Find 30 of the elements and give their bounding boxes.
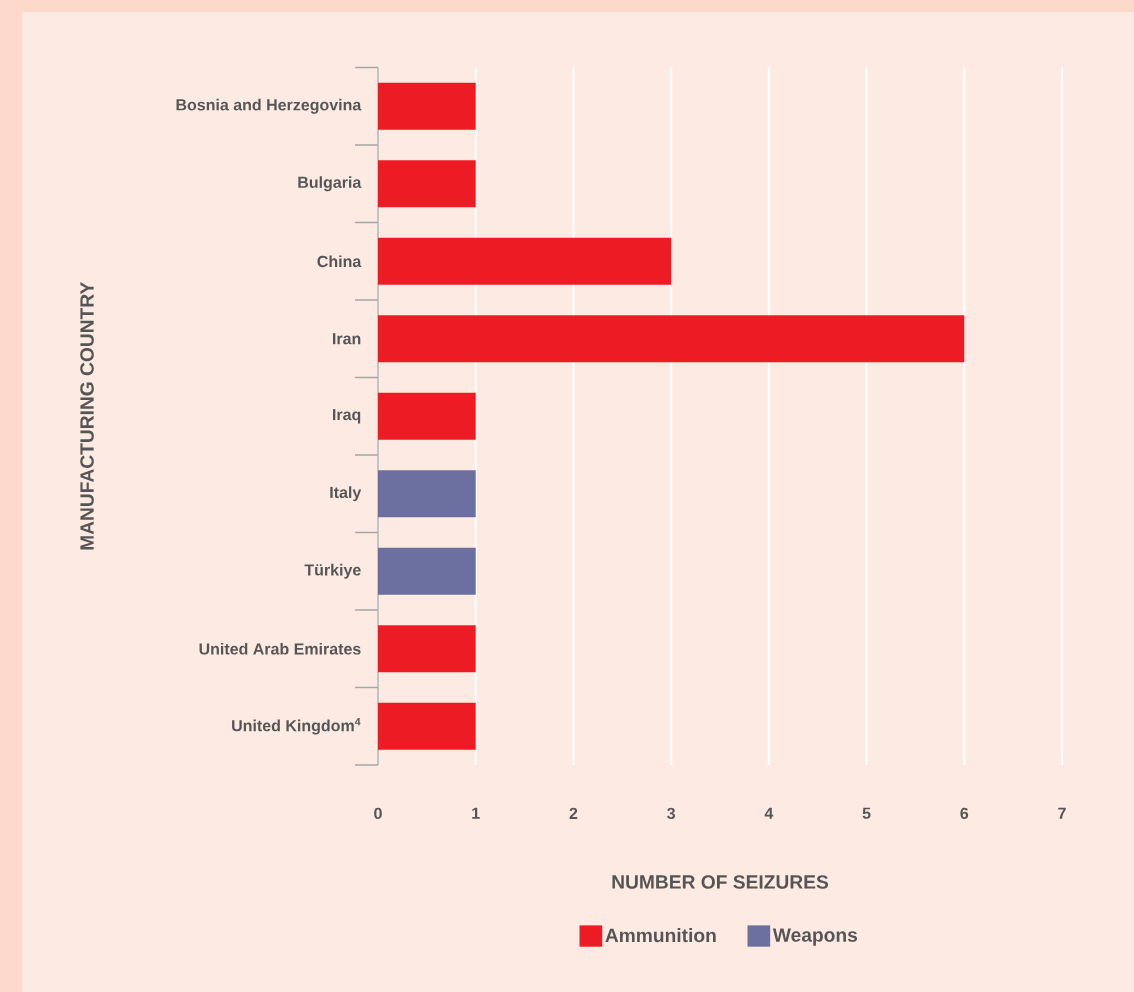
x-tick-label: 0: [374, 807, 382, 820]
x-tick-label: 5: [862, 807, 871, 819]
x-tick-label: 2: [569, 807, 578, 819]
y-tick-label: Bosnia and Herzegovina: [176, 98, 362, 114]
bar: [378, 315, 965, 363]
bar: [378, 702, 476, 750]
bar: [378, 237, 672, 285]
bar: [378, 470, 476, 518]
bar: [378, 82, 476, 130]
legend-label: Weapons: [772, 928, 858, 946]
y-tick-label: Bulgaria: [298, 176, 362, 192]
x-tick-label: 4: [764, 807, 774, 819]
y-tick-label: United Kingdom$^{4}$: [232, 717, 361, 735]
x-tick-label: 7: [1058, 807, 1066, 819]
y-axis-title: MANUFACTURING COUNTRY: [80, 282, 94, 550]
bar: [378, 392, 476, 440]
y-tick-label: Iraq: [333, 409, 361, 424]
y-tick-label: China: [317, 255, 362, 268]
x-tick-label: 3: [667, 807, 676, 820]
y-tick-label: United Arab Emirates: [199, 642, 361, 655]
x-tick-label: 1: [472, 807, 480, 819]
y-tick-label: Türkiye: [304, 563, 361, 579]
x-axis-title: NUMBER OF SEIZURES: [612, 875, 829, 889]
legend-label: Ammunition: [605, 928, 716, 943]
bar: [378, 160, 476, 208]
bar: [378, 547, 476, 595]
x-tick-label: 6: [960, 807, 969, 820]
bar: [378, 625, 476, 673]
y-tick-label: Italy: [330, 486, 362, 502]
y-tick-label: Iran: [333, 333, 361, 345]
